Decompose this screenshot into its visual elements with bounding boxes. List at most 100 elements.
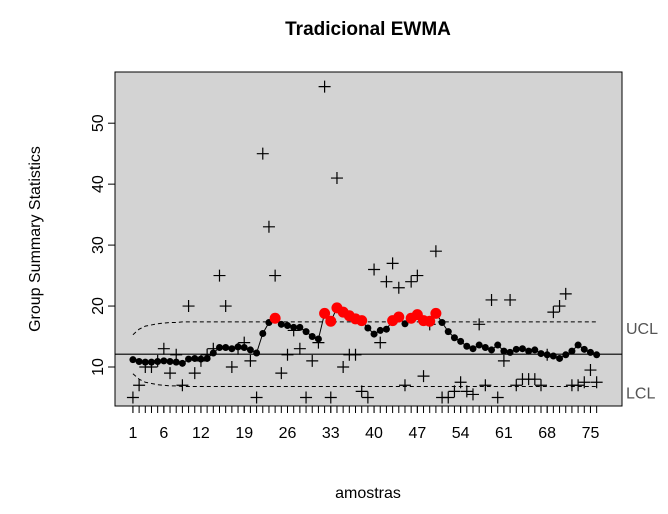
statistic-point [578,376,591,389]
ewma-point [494,341,502,349]
statistic-point [164,367,177,380]
statistic-point [590,376,603,389]
ewma-point [191,354,199,362]
x-tick-label: 75 [582,425,600,442]
statistic-point [182,300,195,313]
ewma-point [444,328,452,336]
ewma-point [393,311,405,323]
ewma-point [430,307,442,319]
ewma-point [469,345,477,353]
statistic-point [330,172,343,185]
x-tick-label: 26 [279,425,297,442]
ewma-point [531,346,539,354]
x-tick-label: 54 [452,425,470,442]
statistic-point [275,367,288,380]
ewma-point [314,335,322,343]
ewma-point [586,348,594,356]
x-tick-label: 47 [408,425,426,442]
lcl-line [132,373,597,387]
statistic-point [454,376,467,389]
ewma-point [203,354,211,362]
ewma-point [253,349,261,357]
statistic-point [553,300,566,313]
statistic-point [535,379,548,392]
ewma-point [463,342,471,350]
statistic-point [361,391,374,404]
ewma-point [438,319,446,326]
ewma-point [325,315,337,327]
ewma-point [543,351,551,359]
x-tick-label: 6 [159,425,168,442]
statistic-point [318,80,331,93]
ewma-point [370,330,378,338]
statistic-point [417,370,430,383]
ewma-point [401,320,409,328]
ewma-point [488,346,496,354]
ewma-point [356,315,368,327]
statistic-point [293,342,306,355]
y-tick-label: 40 [90,175,107,193]
statistic-point [213,269,226,282]
x-tick-label: 19 [235,425,253,442]
x-tick-label: 68 [538,425,556,442]
statistic-point [504,293,517,306]
y-tick-label: 20 [90,297,107,315]
statistic-point [460,385,473,398]
statistic-point [528,373,541,386]
statistic-point [491,391,504,404]
ewma-point [302,328,310,336]
ewma-point [562,351,570,359]
ewma-point [568,347,576,355]
statistic-point [269,269,282,282]
ewma-point [166,358,174,366]
statistic-point [244,354,257,367]
lcl-label: LCL [626,386,655,403]
ewma-point [284,322,292,330]
statistic-point [262,220,275,233]
statistic-point [281,348,294,361]
chart-title: Tradicional EWMA [285,19,451,40]
ewma-point [296,323,304,331]
statistic-point [559,287,572,300]
statistic-point [337,360,350,373]
statistic-point [405,275,418,288]
ewma-point [178,359,186,367]
x-tick-label: 12 [192,425,210,442]
statistic-point [448,385,461,398]
statistic-point [473,318,486,331]
ewma-point [556,354,564,362]
ewma-point [549,352,557,360]
ewma-point [475,341,483,349]
ewma-point [506,348,514,356]
statistic-point [429,245,442,258]
ewma-point [574,341,582,349]
ewma-point [319,307,331,319]
ewma-point [222,343,230,351]
ewma-point [376,326,384,334]
statistic-point [250,391,263,404]
statistic-point [572,379,585,392]
x-tick-label: 33 [322,425,340,442]
statistic-point [133,379,146,392]
statistic-point [479,379,492,392]
ucl-label: UCL [626,321,658,338]
statistic-point [510,379,523,392]
ewma-point [172,358,180,366]
ewma-point [364,324,372,332]
ewma-point [154,358,162,366]
ewma-point [209,349,217,357]
statistic-point [547,306,560,319]
ewma-point [512,345,520,353]
ewma-point [269,312,281,324]
ewma-point [234,343,242,351]
statistic-point [300,391,313,404]
statistic-point [306,354,319,367]
ewma-point [185,355,193,363]
ewma-point [537,350,545,358]
statistic-point [157,342,170,355]
ewma-point [141,358,149,366]
statistic-point [497,354,510,367]
ewma-point [197,355,205,363]
statistic-point [349,348,362,361]
